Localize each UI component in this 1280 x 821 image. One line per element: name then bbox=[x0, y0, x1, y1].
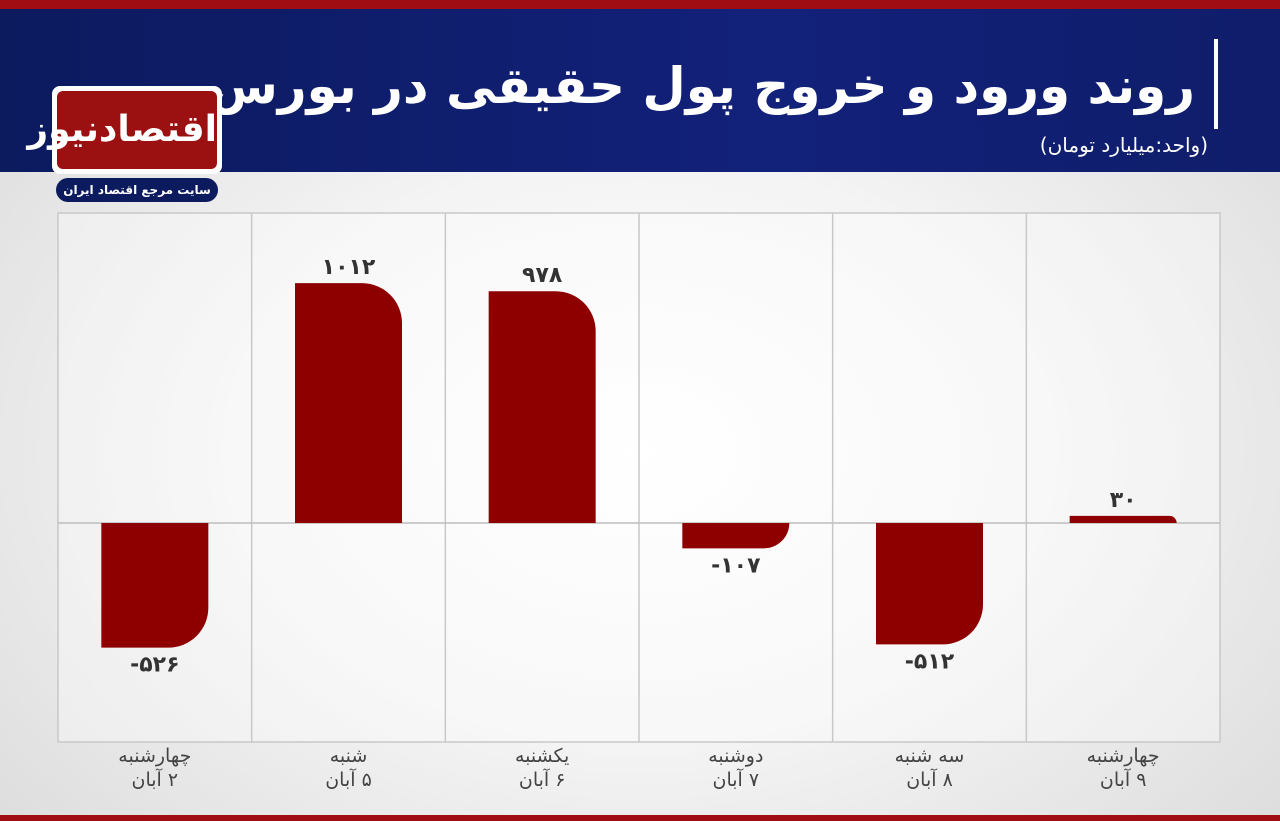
bar bbox=[488, 291, 596, 524]
bar bbox=[295, 283, 402, 524]
value-label: ۱۰۱۲ bbox=[322, 255, 376, 280]
bottom-bar bbox=[0, 815, 1280, 821]
bar bbox=[101, 523, 209, 648]
bar bbox=[876, 523, 983, 645]
x-tick-label: دوشنبه ۷ آبان bbox=[708, 745, 764, 791]
x-tick-label: چهارشنبه ۹ آبان bbox=[1086, 745, 1160, 791]
bar bbox=[682, 523, 790, 549]
value-label: ۹۷۸ bbox=[522, 263, 563, 288]
value-label: -۵۱۲ bbox=[905, 649, 955, 674]
bar bbox=[1069, 515, 1177, 524]
value-label: -۱۰۷ bbox=[711, 553, 761, 578]
x-tick-label: چهارشنبه ۲ آبان bbox=[118, 745, 192, 791]
value-label: ۳۰ bbox=[1110, 488, 1137, 513]
logo: اقتصادنیوز bbox=[27, 86, 222, 174]
chart-title: روند ورود و خروج پول حقیقی در بورس bbox=[208, 57, 1195, 115]
value-label: -۵۲۶ bbox=[130, 653, 179, 678]
logo-tagline: سایت مرجع اقتصاد ایران bbox=[56, 178, 218, 202]
title-divider bbox=[1214, 39, 1218, 129]
x-tick-label: یکشنبه ۶ آبان bbox=[514, 745, 570, 791]
x-tick-label: شنبه ۵ آبان bbox=[325, 745, 372, 791]
chart-subtitle: (واحد:میلیارد تومان) bbox=[1039, 133, 1208, 157]
logo-name: اقتصادنیوز bbox=[27, 91, 217, 169]
x-tick-label: سه شنبه ۸ آبان bbox=[894, 745, 965, 791]
